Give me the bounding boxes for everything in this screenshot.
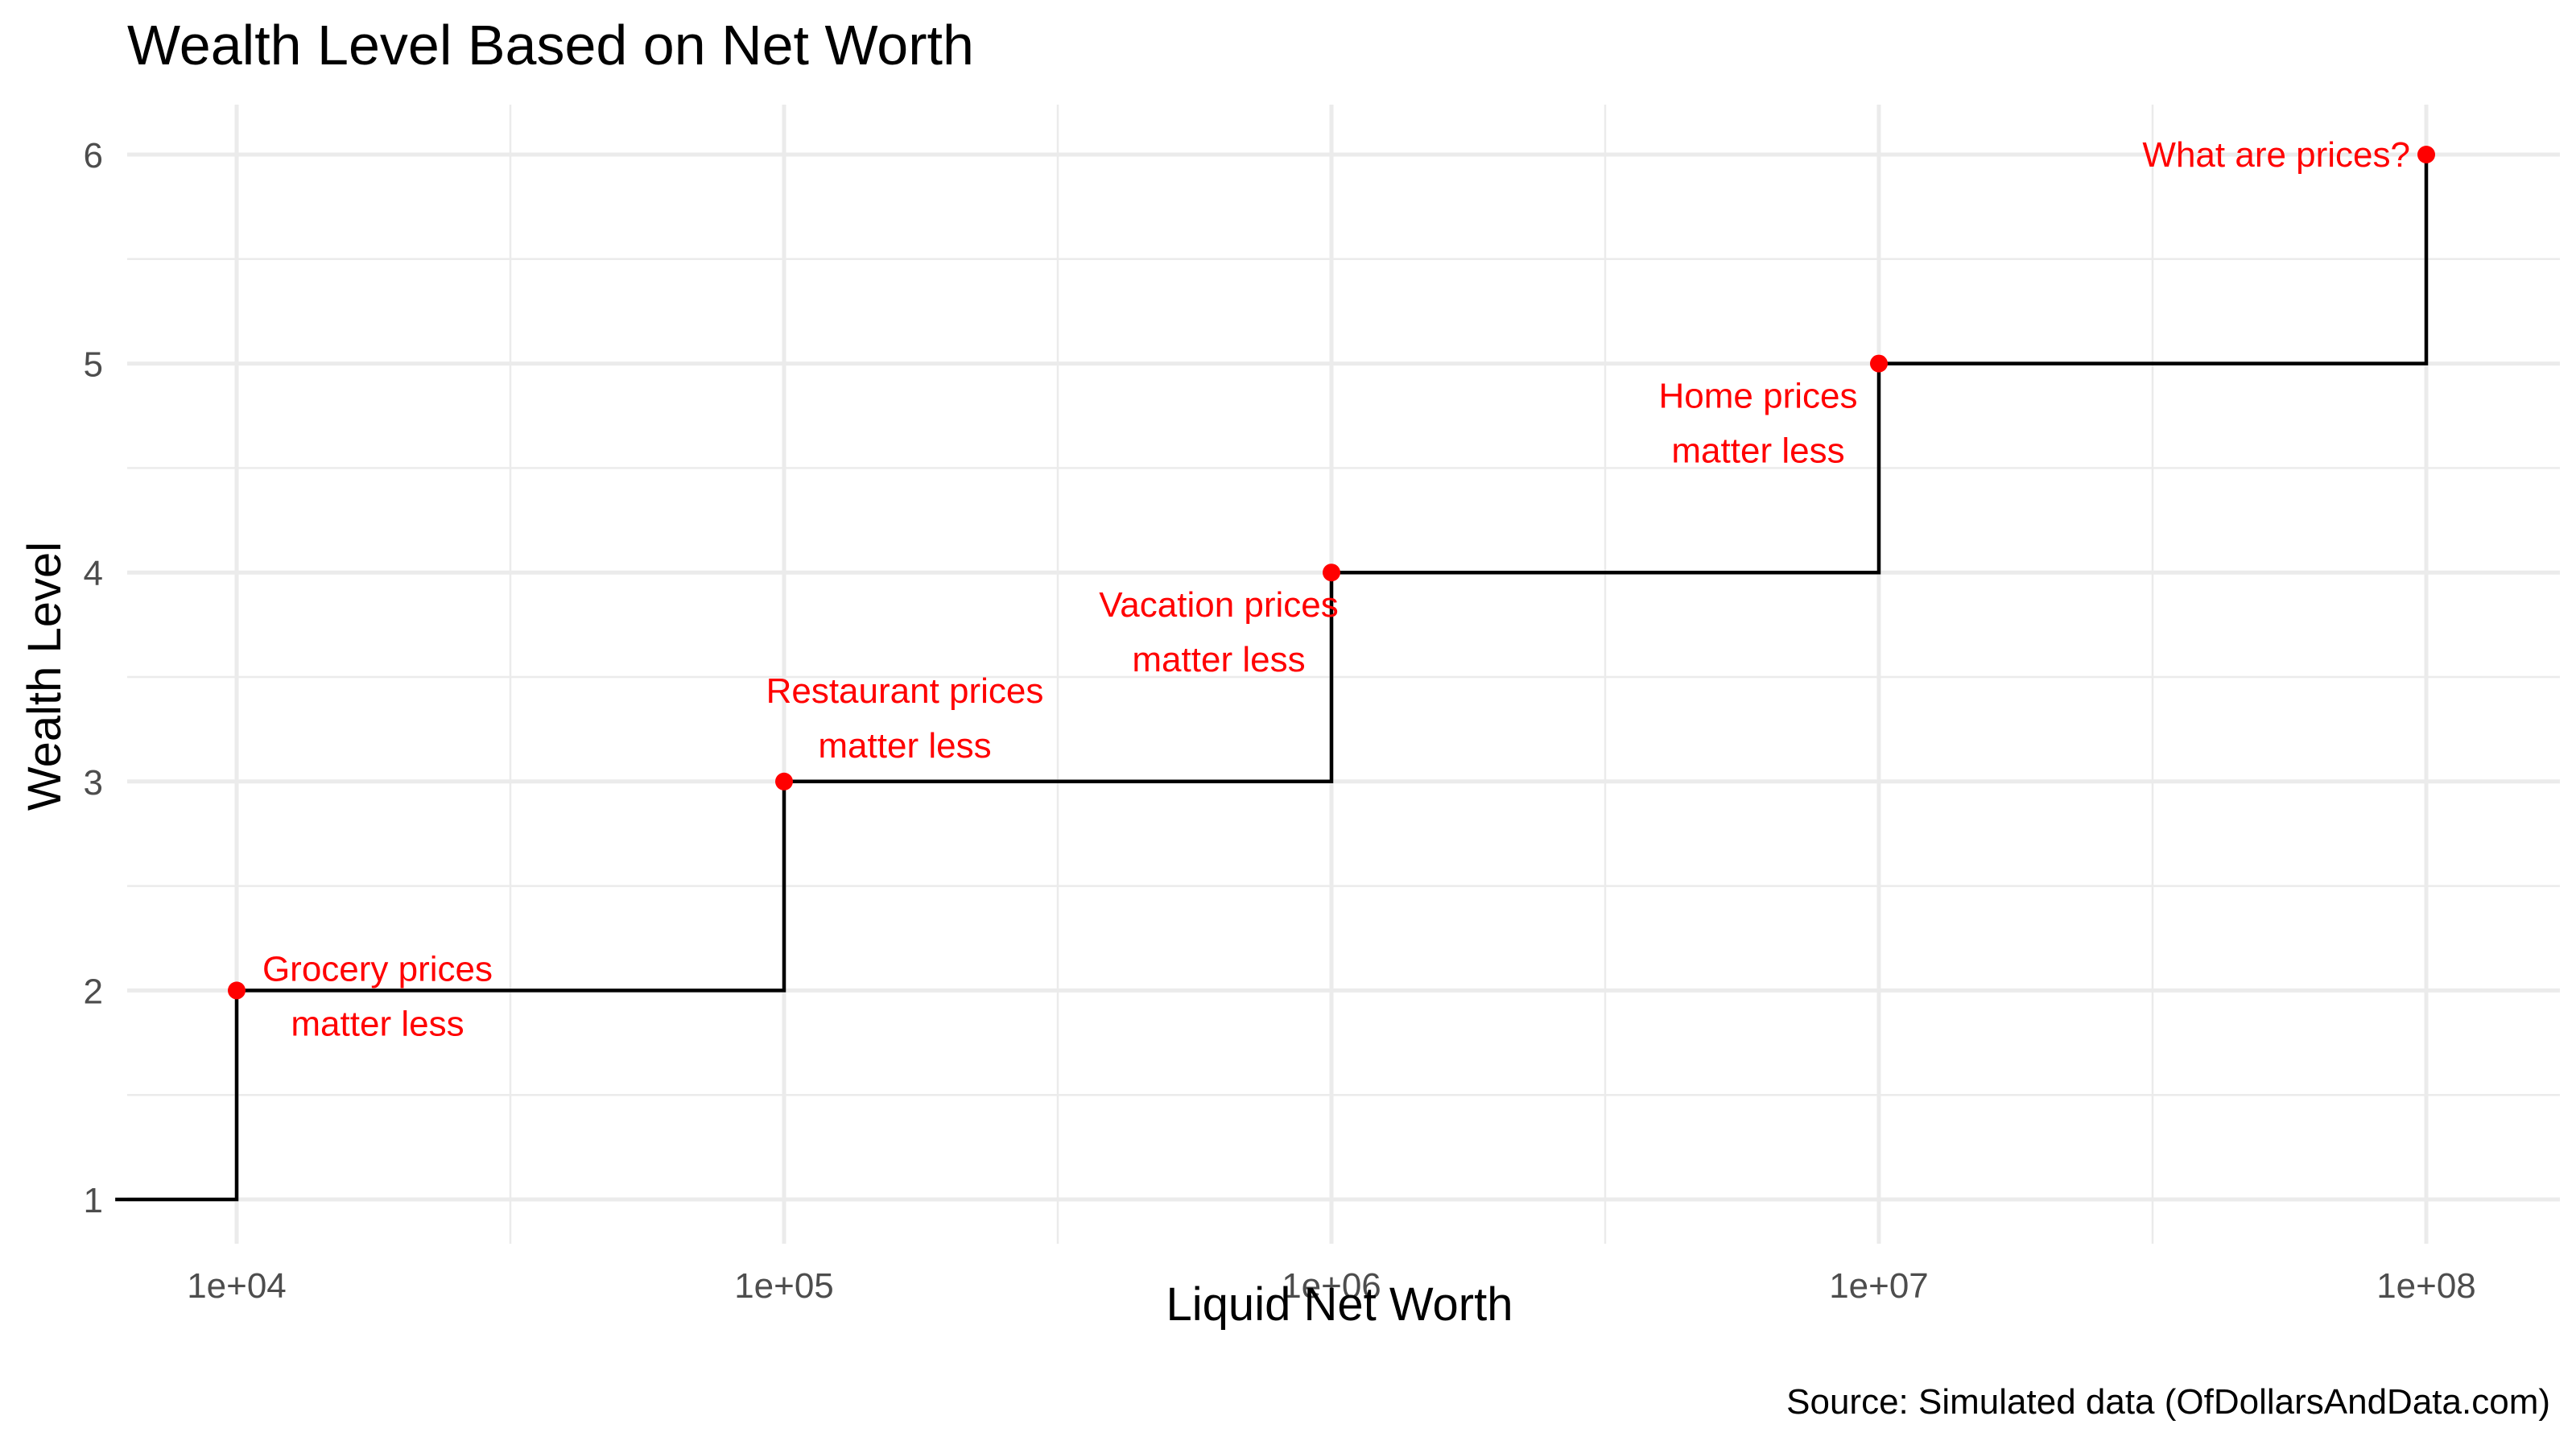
- annotation-label: Vacation prices matter less: [1099, 585, 1339, 679]
- y-tick-label: 6: [84, 136, 103, 175]
- annotation-line: matter less: [818, 726, 991, 766]
- y-tick-label: 2: [84, 972, 103, 1011]
- x-tick-label: 1e+07: [1829, 1266, 1929, 1306]
- data-point: [228, 981, 246, 1000]
- x-axis-title: Liquid Net Worth: [1166, 1278, 1513, 1331]
- x-tick-label: 1e+04: [187, 1266, 287, 1306]
- annotation-line: What are prices?: [2142, 135, 2410, 175]
- annotation-label: Restaurant prices matter less: [766, 671, 1044, 766]
- x-axis-ticks: 1e+04 1e+05 1e+06 1e+07 1e+08: [187, 1266, 2476, 1306]
- annotation-label: What are prices?: [2142, 135, 2410, 175]
- y-tick-label: 5: [84, 345, 103, 385]
- y-tick-label: 1: [84, 1181, 103, 1220]
- x-tick-label: 1e+08: [2376, 1266, 2476, 1306]
- annotation-line: matter less: [1671, 431, 1844, 471]
- annotation-line: Vacation prices: [1099, 585, 1339, 625]
- annotation-line: matter less: [1132, 640, 1305, 679]
- data-point: [1323, 564, 1340, 582]
- y-tick-label: 3: [84, 763, 103, 803]
- data-point: [775, 772, 793, 791]
- grid: [127, 105, 2560, 1244]
- annotation-line: Restaurant prices: [766, 671, 1044, 711]
- x-tick-label: 1e+06: [1282, 1266, 1381, 1306]
- y-axis-ticks: 1 2 3 4 5 6: [84, 136, 103, 1220]
- step-line-layer: [115, 155, 2429, 1202]
- y-axis-title: Wealth Level: [19, 542, 71, 811]
- annotation-line: Home prices: [1659, 377, 1858, 416]
- annotation-label: Grocery prices matter less: [262, 949, 493, 1043]
- data-point: [2417, 146, 2435, 163]
- chart-title: Wealth Level Based on Net Worth: [127, 14, 974, 76]
- y-tick-label: 4: [84, 554, 103, 593]
- source-caption: Source: Simulated data (OfDollarsAndData…: [1786, 1382, 2550, 1422]
- data-point: [1870, 354, 1888, 373]
- annotation-label: Home prices matter less: [1659, 377, 1858, 471]
- x-tick-label: 1e+05: [734, 1266, 834, 1306]
- wealth-step-line: [115, 155, 2429, 1202]
- annotation-line: matter less: [291, 1004, 464, 1043]
- points-layer: [228, 146, 2435, 1000]
- annotation-line: Grocery prices: [262, 949, 493, 989]
